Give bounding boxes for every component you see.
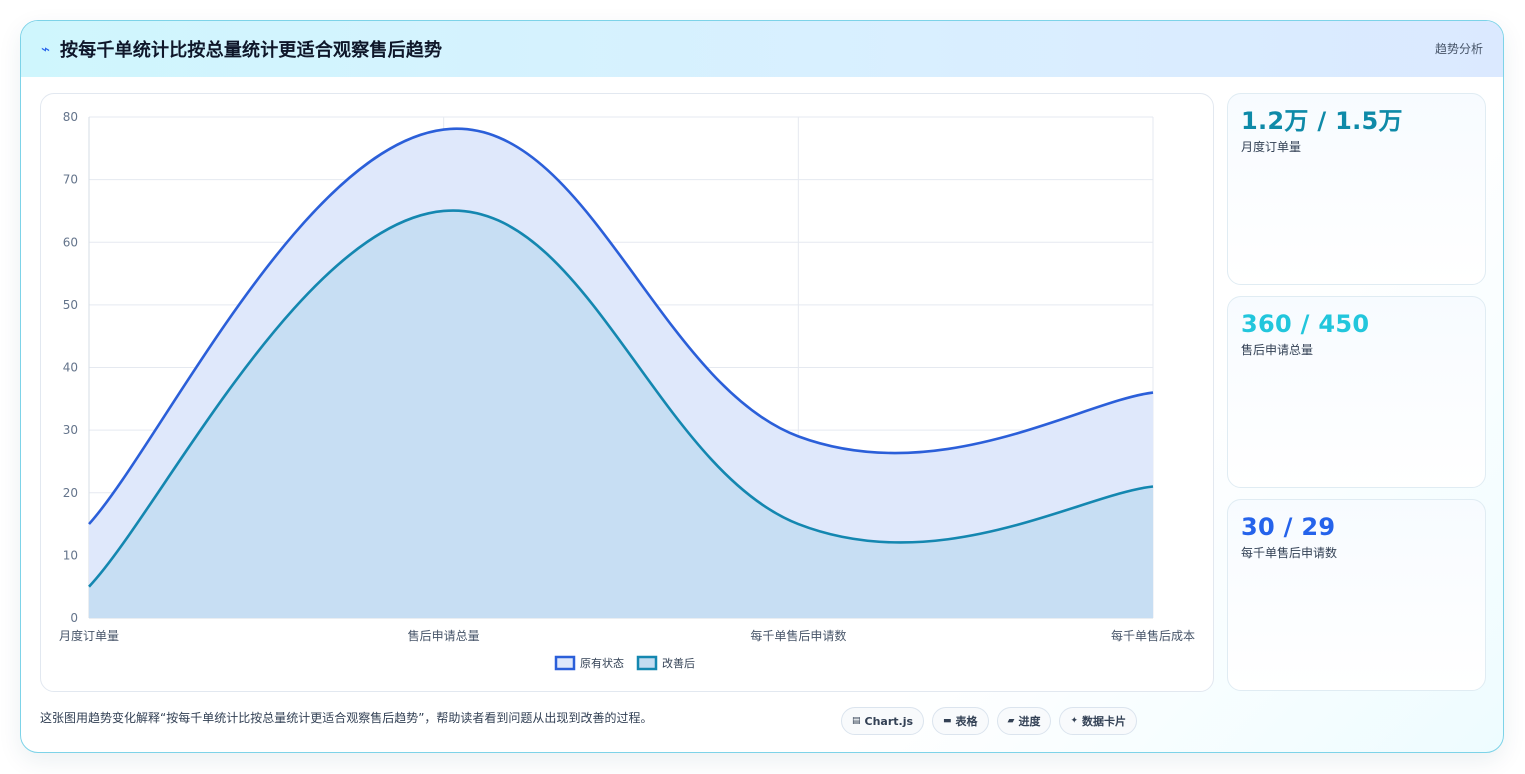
y-tick-label: 10 <box>63 548 78 562</box>
chart-card: ⌁ 按每千单统计比按总量统计更适合观察售后趋势 趋势分析 80 70 60 50 40 3… <box>20 20 1504 753</box>
stat-card-per-thousand: 30 / 29 每千单售后申请数 <box>1227 499 1486 691</box>
stat-card-requests: 360 / 450 售后申请总量 <box>1227 296 1486 488</box>
y-tick-label: 80 <box>63 110 78 124</box>
stat-value: 30 / 29 <box>1241 513 1336 541</box>
tech-chips: ▤ Chart.js ▬ 表格 ▰ 进度 ✦ 数据卡片 <box>841 707 1138 735</box>
chip-label: 表格 <box>955 715 978 728</box>
progress-icon: ▰ <box>1007 716 1015 726</box>
chip-label: 数据卡片 <box>1082 715 1127 728</box>
chart-icon: ▤ <box>852 716 861 726</box>
y-tick-label: 0 <box>70 611 78 625</box>
chip-progress[interactable]: ▰ 进度 <box>996 707 1052 735</box>
x-tick-label: 每千单售后成本 <box>1111 628 1195 643</box>
x-tick-label: 售后申请总量 <box>408 628 480 643</box>
area-chart: 80 70 60 50 40 30 20 10 0 月度订单量 售后申请总量 每千单售后申请数 每千单售… <box>59 110 1195 671</box>
y-tick-label: 40 <box>63 361 78 375</box>
category-tag: 趋势分析 <box>1434 42 1483 56</box>
series-line <box>88 127 1154 525</box>
chip-label: Chart.js <box>864 714 914 728</box>
y-tick-label: 20 <box>63 486 78 500</box>
stat-card-orders: 1.2万 / 1.5万 月度订单量 <box>1227 93 1486 285</box>
legend-label: 改善后 <box>662 656 695 670</box>
series-area <box>89 210 1153 618</box>
legend-swatch <box>554 655 576 671</box>
chip-label: 进度 <box>1018 715 1041 728</box>
x-tick-label: 每千单售后申请数 <box>750 628 846 643</box>
series-line <box>88 209 1154 588</box>
stat-label: 每千单售后申请数 <box>1241 546 1338 560</box>
legend-swatch <box>636 655 658 671</box>
y-tick-label: 50 <box>63 298 78 312</box>
page-title: 按每千单统计比按总量统计更适合观察售后趋势 <box>60 40 443 61</box>
stat-value: 360 / 450 <box>1241 310 1370 338</box>
table-icon: ▬ <box>943 716 952 726</box>
trend-icon: ⌁ <box>41 40 51 58</box>
chip-table[interactable]: ▬ 表格 <box>932 707 989 735</box>
y-tick-label: 70 <box>63 173 78 187</box>
x-tick-label: 月度订单量 <box>59 628 119 643</box>
chart-description: 这张图用趋势变化解释“按每千单统计比按总量统计更适合观察售后趋势”，帮助读者看到… <box>40 711 653 725</box>
stat-label: 售后申请总量 <box>1241 343 1314 357</box>
chip-data-card[interactable]: ✦ 数据卡片 <box>1059 707 1138 735</box>
y-tick-label: 30 <box>63 423 78 437</box>
stat-value: 1.2万 / 1.5万 <box>1241 107 1403 135</box>
chart-panel: 80 70 60 50 40 30 20 10 0 月度订单量 售后申请总量 每千单售后申请数 每千单售… <box>40 93 1214 692</box>
chip-chartjs[interactable]: ▤ Chart.js <box>841 707 925 735</box>
y-tick-label: 60 <box>63 235 78 249</box>
card-icon: ✦ <box>1070 716 1079 726</box>
legend-label: 原有状态 <box>580 656 624 670</box>
stat-label: 月度订单量 <box>1241 140 1302 154</box>
card-header: ⌁ 按每千单统计比按总量统计更适合观察售后趋势 趋势分析 <box>21 21 1503 77</box>
